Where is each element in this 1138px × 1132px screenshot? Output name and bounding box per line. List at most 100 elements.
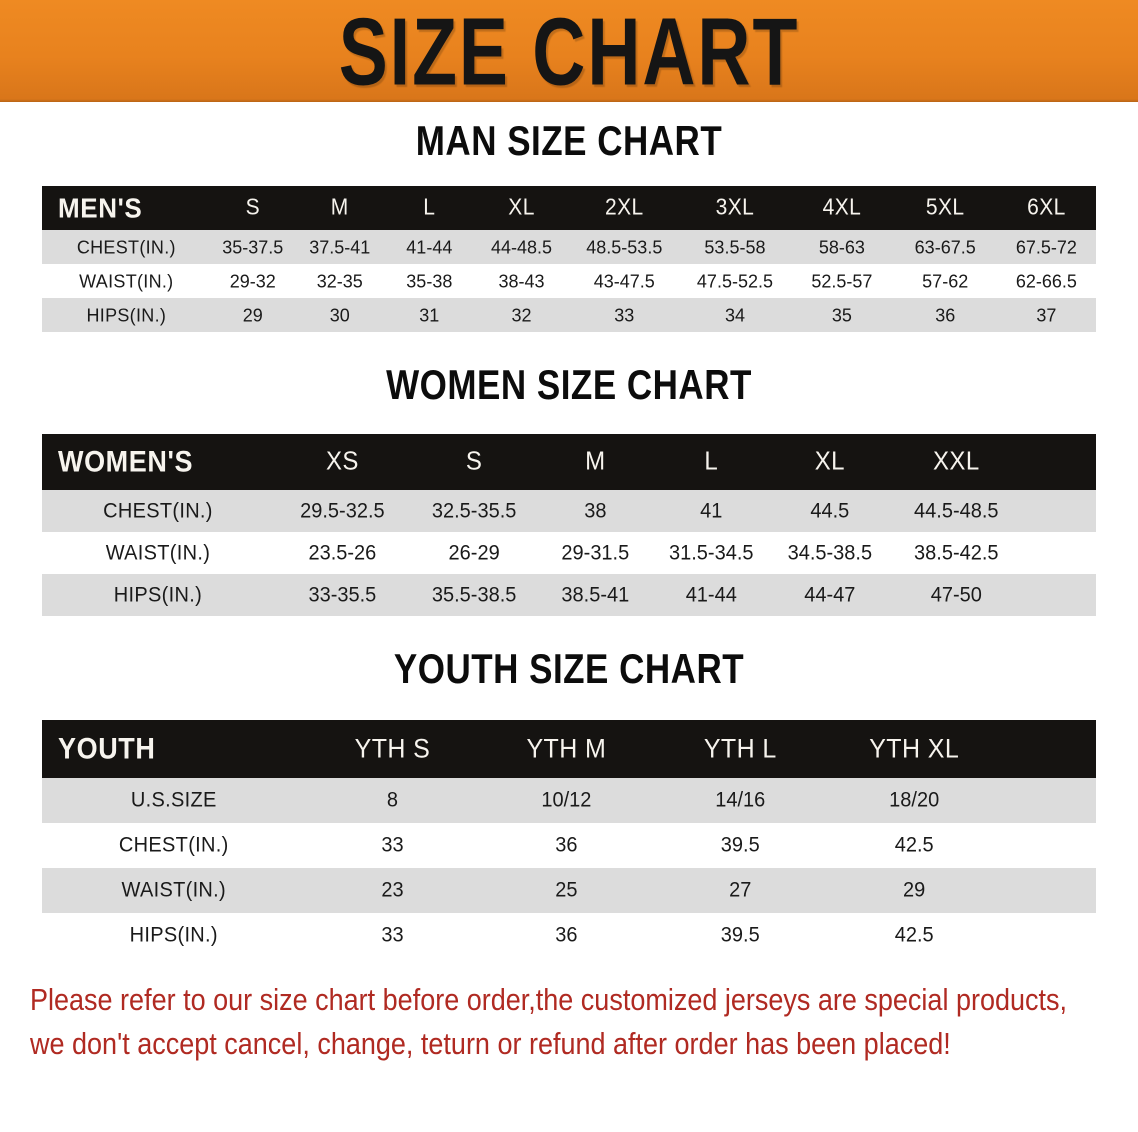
man-table-body: CHEST(IN.) 35-37.5 37.5-41 41-44 44-48.5 48.5… [42,230,1096,332]
table-row: WAIST(IN.) 29-32 32-35 35-38 38-43 43-47.5 47.… [42,264,1096,298]
man-cell: 36 [935,303,956,325]
man-cell: 29-32 [229,269,276,291]
spacer [0,404,1138,434]
man-cell: 37.5-41 [309,235,371,257]
women-cell: 41-44 [685,582,737,607]
man-cell: 43-47.5 [593,269,655,291]
man-cell: 47.5-52.5 [696,269,773,291]
youth-cell: 33 [381,833,404,857]
youth-column-header: YTH M [526,733,607,764]
man-row-label: CHEST(IN.) [76,235,176,257]
youth-column-header: YTH L [703,733,777,764]
women-cell: 34.5-38.5 [787,540,873,565]
man-cell: 34 [724,303,745,325]
youth-table-head: YOUTH YTH S YTH M YTH L YTH XL [42,720,1096,778]
women-row-label: HIPS(IN.) [113,582,203,607]
women-cell: 44-47 [804,582,856,607]
youth-table-body: U.S.SIZE 8 10/12 14/16 18/20 CHEST(IN.) 33 36 39… [42,778,1096,958]
youth-table-wrap: YOUTH YTH S YTH M YTH L YTH XL U.S.SIZE 8 10/1… [42,720,1096,958]
man-row-label: HIPS(IN.) [86,303,167,325]
women-column-header: L [704,446,719,477]
youth-corner-label: YOUTH [58,732,156,765]
banner: SIZE CHART [0,0,1138,102]
women-cell-spacer [1022,489,1096,533]
women-table-head: WOMEN'S XS S M L XL XXL [42,434,1096,490]
women-cell: 38.5-42.5 [914,540,999,565]
man-cell: 29 [242,303,263,325]
table-row: CHEST(IN.) 35-37.5 37.5-41 41-44 44-48.5 48.5… [42,230,1096,264]
women-size-table: WOMEN'S XS S M L XL XXL CHEST(IN.) 29.5-32.5 32.… [42,434,1096,616]
man-cell: 31 [419,303,440,325]
man-column-header: XL [508,195,535,220]
women-cell: 44.5-48.5 [914,498,999,523]
youth-size-table: YOUTH YTH S YTH M YTH L YTH XL U.S.SIZE 8 10/1… [42,720,1096,958]
women-column-header-spacer [1022,432,1096,492]
man-column-header: 4XL [822,195,862,220]
man-cell: 35 [831,303,852,325]
man-column-header: S [245,195,260,220]
women-cell: 35.5-38.5 [431,582,517,607]
man-cell: 52.5-57 [811,269,873,291]
women-section-title: WOMEN SIZE CHART [386,362,752,409]
man-column-header: 6XL [1027,195,1066,220]
table-row: CHEST(IN.) 33 36 39.5 42.5 [42,823,1096,868]
women-row-label: WAIST(IN.) [105,540,211,565]
man-cell: 32-35 [316,269,363,291]
women-header-row: WOMEN'S XS S M L XL XXL [42,434,1096,490]
man-cell: 67.5-72 [1015,235,1077,257]
women-cell: 33-35.5 [308,582,377,607]
man-cell: 30 [329,303,350,325]
youth-cell: 42.5 [894,833,934,857]
youth-section-title: YOUTH SIZE CHART [393,646,745,693]
man-cell: 41-44 [406,235,453,257]
man-cell: 35-38 [406,269,453,291]
youth-row-label: U.S.SIZE [130,788,217,812]
man-cell: 32 [511,303,532,325]
women-corner-label: WOMEN'S [58,445,194,478]
man-cell: 48.5-53.5 [586,235,663,257]
table-row: WAIST(IN.) 23.5-26 26-29 29-31.5 31.5-34.5 34… [42,532,1096,574]
man-column-header: 2XL [605,195,644,220]
man-cell: 63-67.5 [914,235,976,257]
youth-column-header: YTH S [354,733,431,764]
youth-row-label: CHEST(IN.) [118,833,229,857]
table-row: HIPS(IN.) 33-35.5 35.5-38.5 38.5-41 41-44 44-… [42,574,1096,616]
youth-cell: 39.5 [720,923,760,947]
women-column-header: M [585,446,606,477]
youth-cell: 36 [555,833,578,857]
women-row-label: CHEST(IN.) [103,498,213,523]
table-row: WAIST(IN.) 23 25 27 29 [42,868,1096,913]
youth-cell: 23 [381,878,404,902]
women-cell: 23.5-26 [308,540,377,565]
youth-cell: 8 [386,788,399,812]
women-cell-spacer [1022,573,1096,617]
youth-cell: 25 [555,878,578,902]
women-cell: 38 [584,498,607,523]
man-table-head: MEN'S S M L XL 2XL 3XL 4XL 5XL 6XL [42,186,1096,230]
youth-cell-spacer [1001,822,1096,869]
man-column-header: 3XL [715,195,755,220]
women-column-header: XXL [933,446,980,477]
disclaimer-line-2: we don't accept cancel, change, teturn o… [30,1027,951,1061]
youth-cell: 18/20 [889,788,940,812]
man-cell: 38-43 [498,269,545,291]
women-cell: 29-31.5 [561,540,630,565]
youth-cell: 36 [555,923,578,947]
man-column-header: M [330,195,349,220]
man-cell: 53.5-58 [704,235,766,257]
spacer [0,688,1138,720]
women-table-wrap: WOMEN'S XS S M L XL XXL CHEST(IN.) 29.5-32.5 32.… [42,434,1096,616]
man-row-label: WAIST(IN.) [79,269,174,291]
women-column-header: XL [814,446,845,477]
table-row: HIPS(IN.) 33 36 39.5 42.5 [42,913,1096,958]
table-row: CHEST(IN.) 29.5-32.5 32.5-35.5 38 41 44.5 44.5… [42,490,1096,532]
women-table-body: CHEST(IN.) 29.5-32.5 32.5-35.5 38 41 44.5 44.5… [42,490,1096,616]
women-cell: 32.5-35.5 [431,498,517,523]
women-cell: 47-50 [930,582,982,607]
youth-cell: 10/12 [541,788,592,812]
man-header-row: MEN'S S M L XL 2XL 3XL 4XL 5XL 6XL [42,186,1096,230]
youth-cell-spacer [1001,867,1096,914]
man-table-wrap: MEN'S S M L XL 2XL 3XL 4XL 5XL 6XL CHEST(IN.) 35-3… [42,186,1096,332]
women-cell: 31.5-34.5 [669,540,754,565]
